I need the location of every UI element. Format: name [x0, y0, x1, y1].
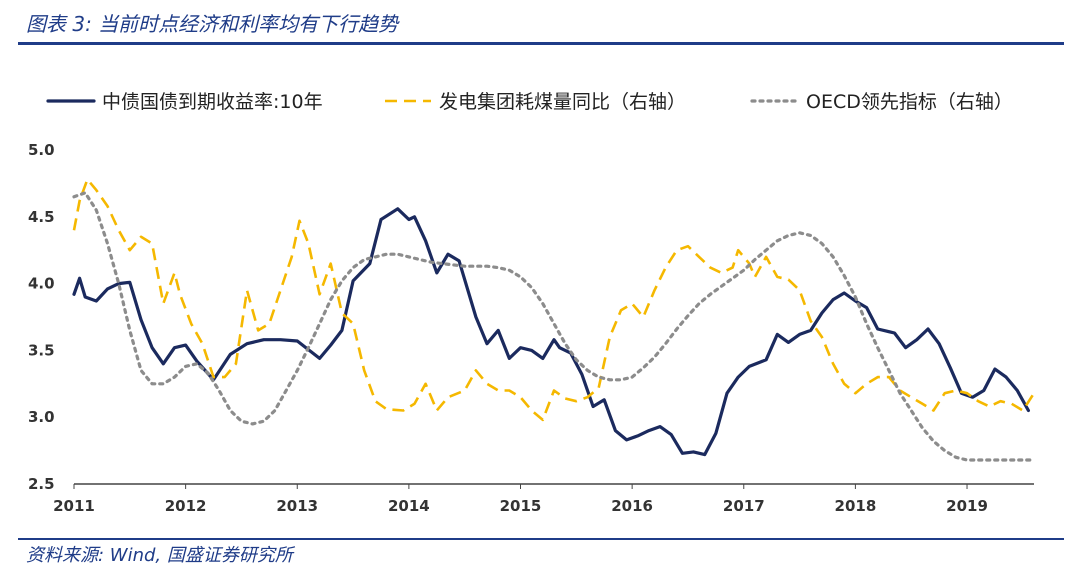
y-tick-label: 2.5 — [28, 475, 55, 493]
x-tick-label: 2014 — [388, 497, 430, 515]
series-line-2 — [72, 178, 1036, 422]
series-line-3 — [72, 191, 1036, 462]
x-tick-label: 2016 — [611, 497, 653, 515]
x-tick-label: 2018 — [835, 497, 877, 515]
y-tick-label: 3.5 — [28, 341, 55, 359]
header-rule — [18, 42, 1064, 45]
y-tick-label: 4.0 — [28, 275, 55, 293]
legend: 中债国债到期收益率:10年 发电集团耗煤量同比（右轴） OECD领先指标（右轴） — [46, 91, 1013, 113]
y-tick-label: 4.5 — [28, 208, 55, 226]
axes: 5.0 4.5 4.0 3.5 3.0 2.5 2011 2012 2013 2014 2015 20… — [28, 141, 1034, 515]
footer-rule — [18, 538, 1064, 540]
series-line-1 — [72, 207, 1031, 457]
chart-title: 图表 3: 当前时点经济和利率均有下行趋势 — [26, 12, 399, 36]
line-chart: 中债国债到期收益率:10年 发电集团耗煤量同比（右轴） OECD领先指标（右轴） 5… — [28, 91, 1036, 515]
series-group — [72, 178, 1036, 462]
x-tick-label: 2015 — [500, 497, 542, 515]
x-tick-label: 2019 — [946, 497, 988, 515]
x-tick-label: 2011 — [53, 497, 95, 515]
y-tick-label: 3.0 — [28, 408, 55, 426]
source-note: 资料来源: Wind, 国盛证券研究所 — [26, 545, 293, 566]
x-tick-label: 2012 — [165, 497, 207, 515]
legend-label-2: 发电集团耗煤量同比（右轴） — [439, 91, 686, 113]
y-tick-label: 5.0 — [28, 141, 55, 159]
x-tick-label: 2013 — [276, 497, 318, 515]
x-tick-label: 2017 — [723, 497, 765, 515]
legend-label-1: 中债国债到期收益率:10年 — [102, 91, 323, 113]
legend-label-3: OECD领先指标（右轴） — [806, 91, 1013, 113]
